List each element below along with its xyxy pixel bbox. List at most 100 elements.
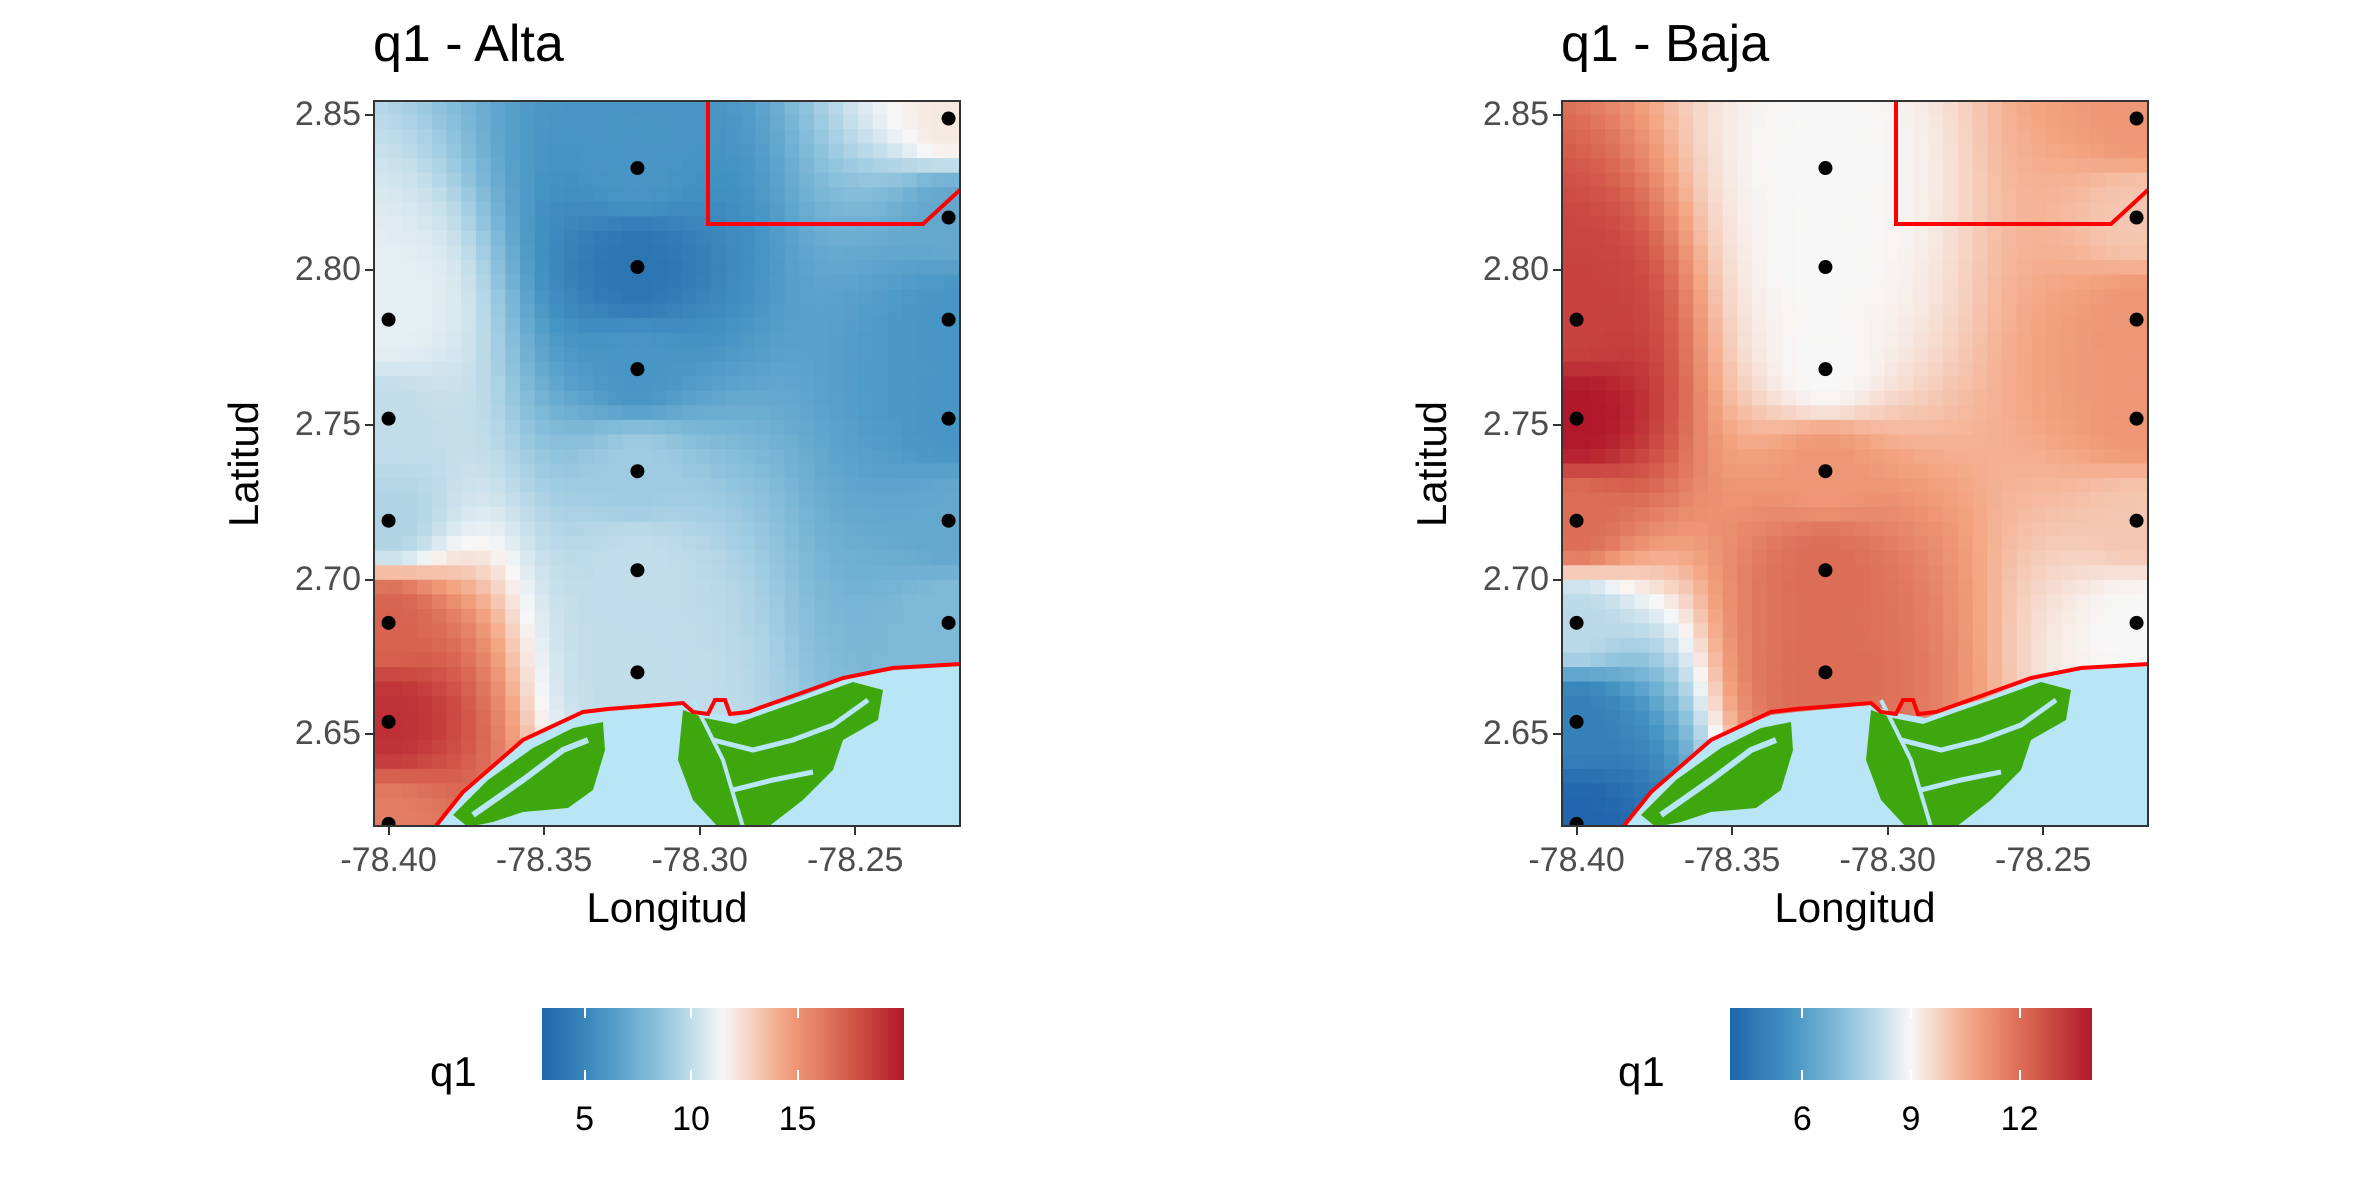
x-tick-label: -78.35 bbox=[495, 841, 593, 879]
legend-title: q1 bbox=[430, 1048, 477, 1095]
sample-point bbox=[630, 161, 645, 176]
coastline-boundary bbox=[433, 662, 961, 827]
x-tick-label: -78.30 bbox=[651, 841, 748, 879]
sample-point bbox=[1818, 563, 1833, 578]
sample-point bbox=[2129, 111, 2144, 126]
sample-point bbox=[1818, 464, 1833, 479]
panel-title: q1 - Alta bbox=[373, 15, 564, 73]
x-tick-label: -78.30 bbox=[1839, 841, 1936, 879]
x-tick-mark bbox=[387, 827, 390, 835]
legend-tick-mark bbox=[583, 1008, 586, 1018]
y-tick-mark bbox=[365, 114, 373, 117]
sample-point bbox=[1569, 816, 1584, 827]
legend-tick-mark bbox=[1910, 1070, 1912, 1080]
sample-point bbox=[2129, 312, 2144, 327]
channel bbox=[712, 697, 870, 753]
legend-tick-label: 15 bbox=[778, 1100, 817, 1138]
sample-point bbox=[630, 665, 645, 680]
sample-point bbox=[1569, 312, 1584, 327]
x-tick-mark bbox=[854, 827, 857, 835]
legend-colorbar bbox=[542, 1008, 904, 1080]
interpolation-grid bbox=[1561, 100, 2149, 827]
sample-points bbox=[1569, 111, 2144, 827]
map-plot-area bbox=[1561, 100, 2149, 827]
legend-tick-mark bbox=[583, 1070, 586, 1080]
sample-point bbox=[941, 411, 956, 426]
x-tick-label: -78.40 bbox=[340, 841, 437, 879]
y-tick-label: 2.85 bbox=[294, 95, 361, 134]
sample-point bbox=[630, 362, 645, 377]
sample-point bbox=[1818, 161, 1833, 176]
sample-point bbox=[2129, 210, 2144, 225]
sample-point bbox=[381, 513, 396, 528]
panel-title: q1 - Baja bbox=[1561, 15, 1770, 73]
y-tick-label: 2.85 bbox=[1482, 95, 1549, 134]
x-tick-mark bbox=[543, 827, 546, 835]
land-area bbox=[1866, 682, 2071, 827]
sample-point bbox=[2129, 411, 2144, 426]
map-plot-area bbox=[373, 100, 961, 827]
y-tick-label: 2.70 bbox=[294, 559, 361, 598]
x-tick-mark bbox=[1731, 827, 1734, 835]
y-tick-mark bbox=[1553, 423, 1561, 426]
y-tick-label: 2.70 bbox=[1482, 559, 1549, 598]
sample-point bbox=[1569, 714, 1584, 729]
sample-point bbox=[2129, 615, 2144, 630]
reserve-boundary bbox=[1894, 100, 2149, 226]
sample-point bbox=[1818, 362, 1833, 377]
sample-point bbox=[1818, 260, 1833, 275]
map-svg bbox=[373, 100, 961, 827]
channel bbox=[1659, 737, 1778, 818]
y-tick-mark bbox=[365, 733, 373, 736]
x-tick-mark bbox=[698, 827, 701, 835]
y-tick-label: 2.75 bbox=[1482, 404, 1549, 443]
y-tick-label: 2.80 bbox=[294, 250, 361, 289]
sample-point bbox=[1569, 615, 1584, 630]
y-tick-mark bbox=[365, 269, 373, 272]
legend-tick-mark bbox=[2018, 1008, 2021, 1018]
plot-border bbox=[1561, 100, 2149, 827]
map-svg bbox=[1561, 100, 2149, 827]
land-area bbox=[678, 682, 883, 827]
channel bbox=[691, 699, 745, 827]
coastline-boundary bbox=[1621, 662, 2149, 827]
legend-tick-mark bbox=[690, 1070, 693, 1080]
x-tick-label: -78.25 bbox=[1995, 841, 2092, 879]
plot-border bbox=[373, 100, 961, 827]
reserve-boundary bbox=[706, 100, 961, 226]
y-tick-mark bbox=[1553, 114, 1561, 117]
sample-point bbox=[1818, 665, 1833, 680]
channel bbox=[1920, 769, 2002, 793]
channel bbox=[1879, 699, 1933, 827]
legend-tick-mark bbox=[1801, 1008, 1804, 1018]
sample-point bbox=[1569, 513, 1584, 528]
sample-point bbox=[381, 615, 396, 630]
sample-point bbox=[1569, 411, 1584, 426]
legend-tick-mark bbox=[1801, 1070, 1804, 1080]
legend-tick-mark bbox=[796, 1008, 799, 1018]
x-tick-mark bbox=[1886, 827, 1889, 835]
legend-tick-label: 6 bbox=[1792, 1100, 1812, 1138]
sample-point bbox=[941, 111, 956, 126]
sample-point bbox=[941, 513, 956, 528]
sample-point bbox=[941, 210, 956, 225]
legend-tick-mark bbox=[1910, 1008, 1912, 1018]
channel bbox=[471, 737, 590, 818]
y-tick-label: 2.65 bbox=[1482, 714, 1549, 753]
x-tick-label: -78.35 bbox=[1683, 841, 1781, 879]
channel bbox=[1900, 697, 2058, 753]
sample-point bbox=[2129, 513, 2144, 528]
y-tick-mark bbox=[1553, 578, 1561, 581]
y-tick-label: 2.80 bbox=[1482, 250, 1549, 289]
x-axis-label: Longitud bbox=[586, 884, 748, 931]
sample-point bbox=[381, 816, 396, 827]
y-tick-mark bbox=[1553, 733, 1561, 736]
y-tick-mark bbox=[365, 423, 373, 426]
interpolation-grid bbox=[373, 100, 961, 827]
y-tick-label: 2.75 bbox=[294, 404, 361, 443]
legend-title: q1 bbox=[1618, 1048, 1665, 1095]
y-tick-label: 2.65 bbox=[294, 714, 361, 753]
sample-point bbox=[630, 563, 645, 578]
sample-point bbox=[941, 615, 956, 630]
legend-tick-label: 5 bbox=[575, 1100, 595, 1138]
